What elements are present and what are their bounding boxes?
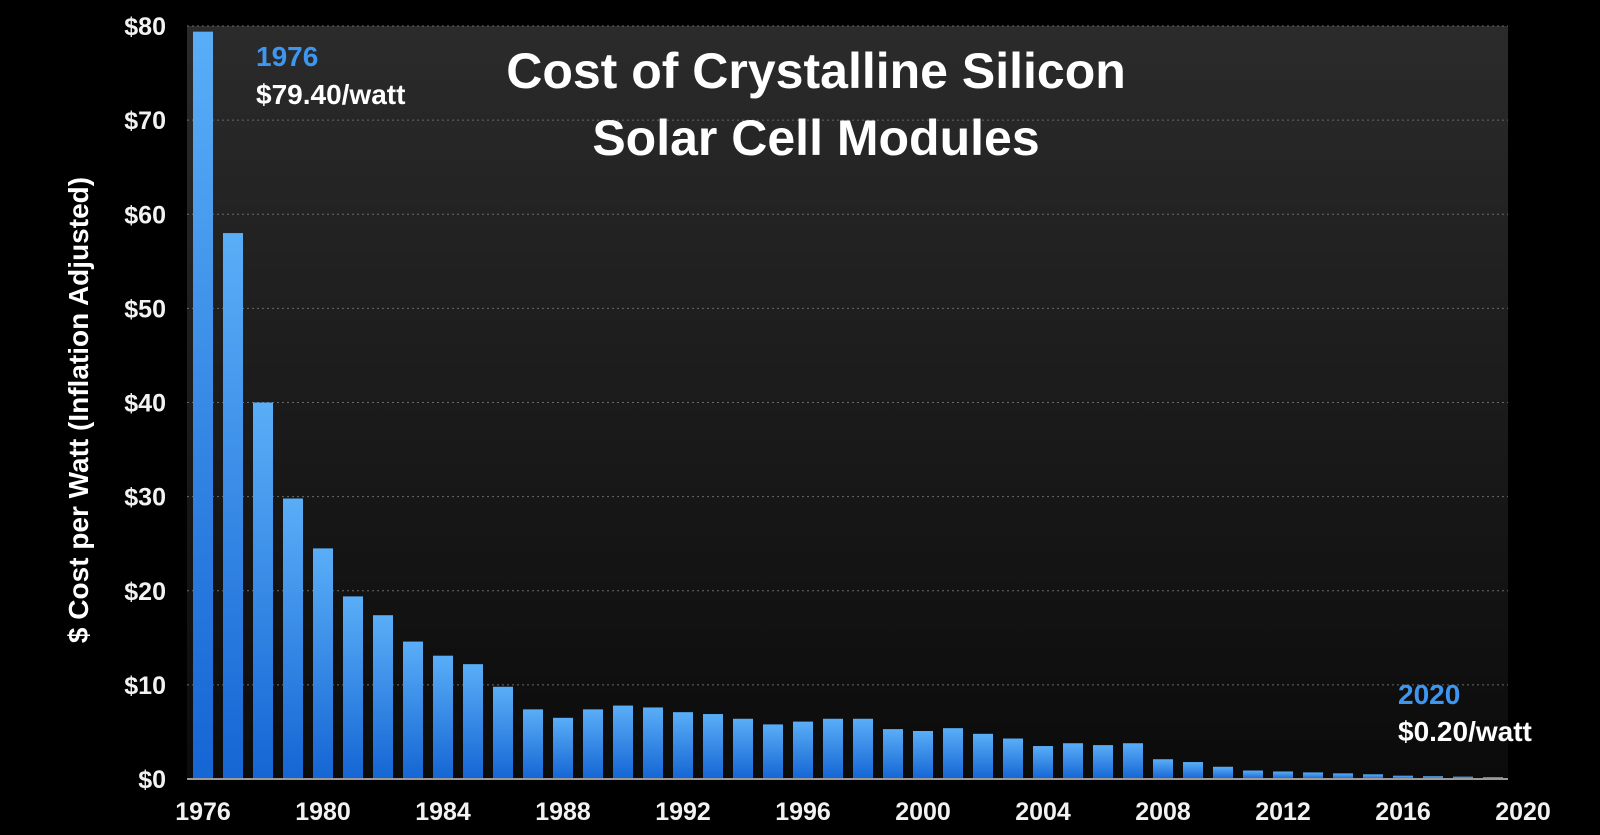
bar-1977 <box>223 233 243 779</box>
bar-2017 <box>1423 776 1443 779</box>
bar-1989 <box>583 709 603 779</box>
chart-title-line-1: Cost of Crystalline Silicon <box>506 43 1126 99</box>
bar-1984 <box>433 655 453 779</box>
bar-1980 <box>313 548 333 779</box>
bar-1999 <box>883 729 903 779</box>
bar-2001 <box>943 728 963 779</box>
bar-2005 <box>1063 743 1083 779</box>
bar-2003 <box>1003 738 1023 779</box>
x-axis-ticks: 1976 1980 1984 1988 1992 1996 2000 2004 2008 2012… <box>175 798 1551 826</box>
y-tick-label: $70 <box>124 107 166 135</box>
x-tick-label: 1992 <box>655 798 711 826</box>
bar-2015 <box>1363 774 1383 779</box>
x-tick-label: 1984 <box>415 798 471 826</box>
bar-2010 <box>1213 766 1233 779</box>
bar-2004 <box>1033 746 1053 779</box>
bar-2014 <box>1333 773 1353 779</box>
y-axis-ticks: $0 $10 $20 $30 $40 $50 $60 $70 $80 <box>124 13 166 794</box>
bar-1985 <box>463 664 483 779</box>
bar-1994 <box>733 718 753 779</box>
y-tick-label: $30 <box>124 484 166 512</box>
x-tick-label: 2016 <box>1375 798 1431 826</box>
bar-1987 <box>523 709 543 779</box>
bar-2012 <box>1273 771 1293 779</box>
x-tick-label: 2012 <box>1255 798 1311 826</box>
bar-1997 <box>823 718 843 779</box>
bar-1986 <box>493 686 513 779</box>
y-axis-label: $ Cost per Watt (Inflation Adjusted) <box>63 177 94 643</box>
x-tick-label: 2008 <box>1135 798 1191 826</box>
bar-2008 <box>1153 759 1173 779</box>
bar-1993 <box>703 714 723 779</box>
bar-2009 <box>1183 762 1203 779</box>
y-tick-label: $0 <box>138 766 166 794</box>
x-tick-label: 2020 <box>1495 798 1551 826</box>
bar-1992 <box>673 712 693 779</box>
x-tick-label: 1976 <box>175 798 231 826</box>
bar-1978 <box>253 402 273 779</box>
x-tick-label: 2000 <box>895 798 951 826</box>
bar-1996 <box>793 721 813 779</box>
bar-1988 <box>553 717 573 779</box>
x-tick-label: 1980 <box>295 798 351 826</box>
y-tick-label: $80 <box>124 13 166 41</box>
bar-2000 <box>913 730 933 779</box>
bar-2011 <box>1243 770 1263 779</box>
y-tick-label: $20 <box>124 578 166 606</box>
bar-2002 <box>973 733 993 779</box>
bar-1998 <box>853 718 873 779</box>
x-tick-label: 1996 <box>775 798 831 826</box>
x-tick-label: 2004 <box>1015 798 1071 826</box>
bar-1976 <box>193 31 213 779</box>
bar-2013 <box>1303 772 1323 779</box>
y-tick-label: $60 <box>124 201 166 229</box>
bar-1982 <box>373 615 393 779</box>
bar-1979 <box>283 498 303 779</box>
annotation-end-year: 2020 <box>1398 679 1460 710</box>
annotation-end-value: $0.20/watt <box>1398 716 1532 747</box>
y-tick-label: $40 <box>124 390 166 418</box>
y-tick-label: $10 <box>124 672 166 700</box>
annotation-start-year: 1976 <box>256 41 318 72</box>
y-tick-label: $50 <box>124 295 166 323</box>
bar-2007 <box>1123 743 1143 779</box>
bar-1983 <box>403 641 423 779</box>
bar-2006 <box>1093 745 1113 779</box>
bar-1995 <box>763 724 783 779</box>
bar-1991 <box>643 707 663 779</box>
x-tick-label: 1988 <box>535 798 591 826</box>
annotation-start-value: $79.40/watt <box>256 79 405 110</box>
chart-title-line-2: Solar Cell Modules <box>592 110 1039 166</box>
bar-1981 <box>343 596 363 779</box>
bars <box>193 31 1503 779</box>
bar-2018 <box>1453 776 1473 779</box>
bar-2016 <box>1393 775 1413 779</box>
bar-1990 <box>613 705 633 779</box>
